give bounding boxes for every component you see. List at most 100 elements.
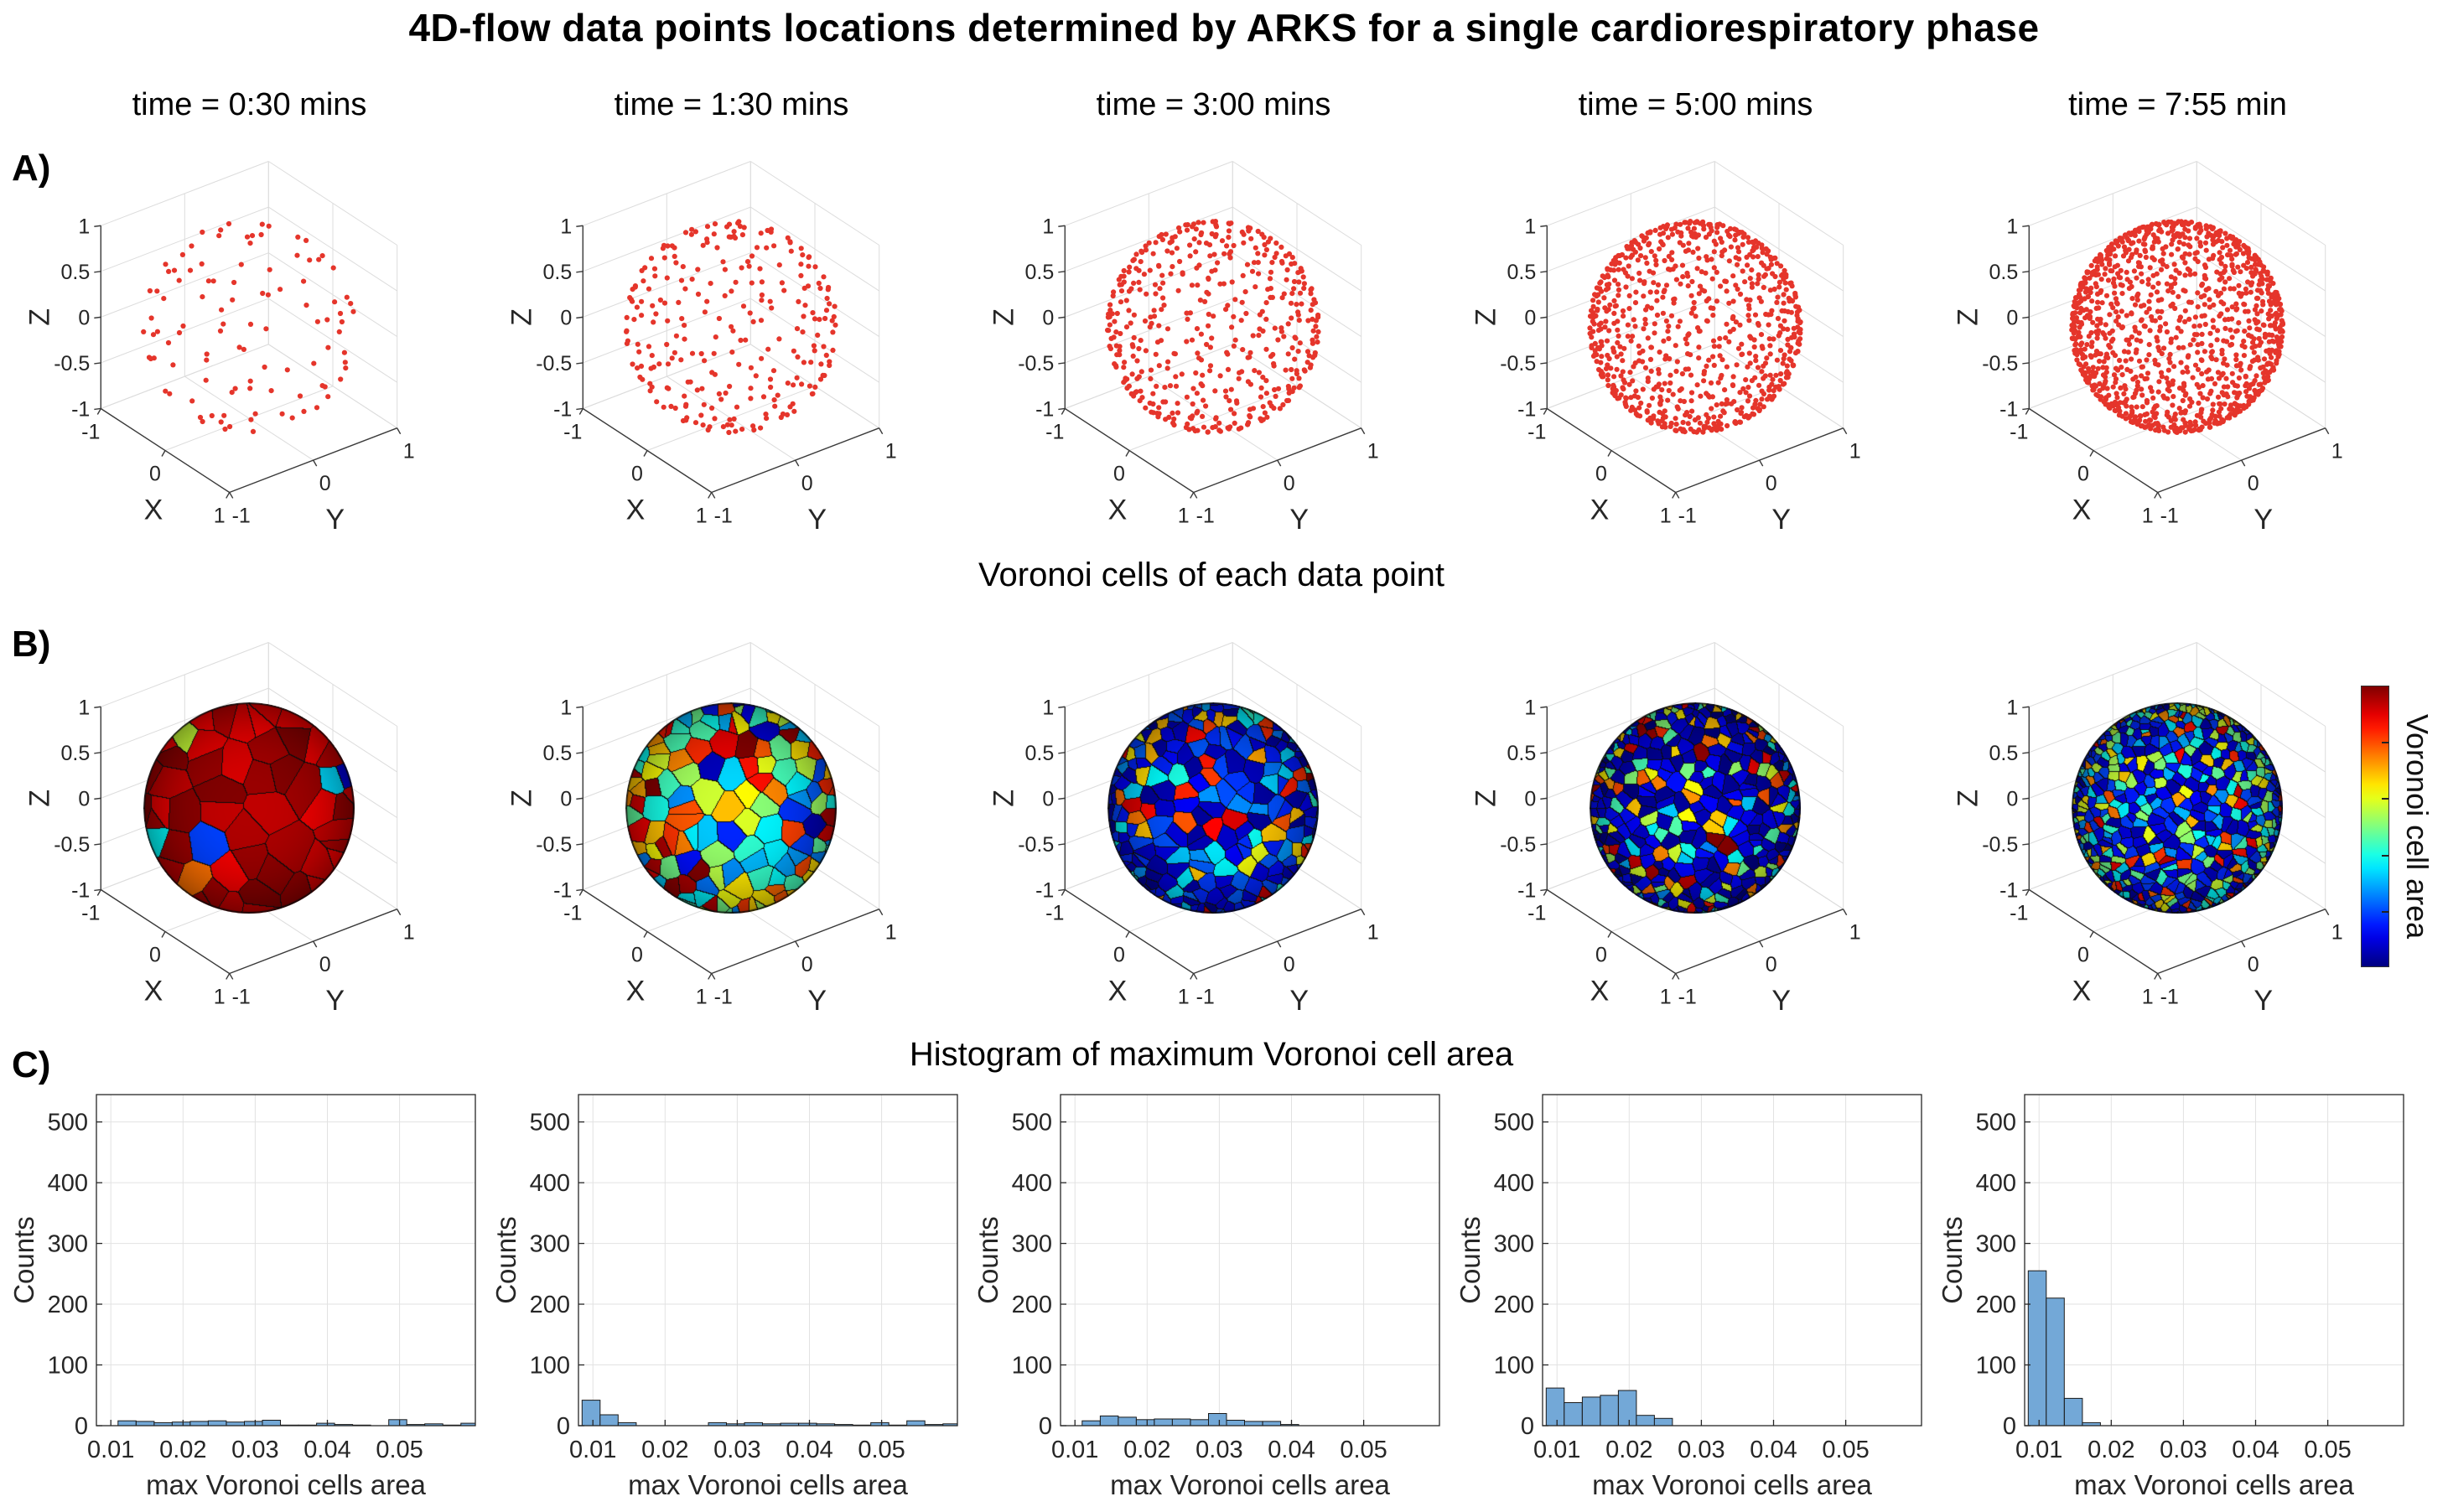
x-axis-label: X xyxy=(144,976,163,1007)
svg-text:1: 1 xyxy=(2006,696,2018,719)
y-axis-label: Y xyxy=(1771,504,1791,536)
hist-y-label: Counts xyxy=(1937,1216,1968,1304)
svg-text:0.5: 0.5 xyxy=(61,742,91,765)
y-axis-label: Y xyxy=(1289,504,1309,536)
svg-text:1: 1 xyxy=(1042,696,1054,719)
svg-text:0: 0 xyxy=(319,953,331,976)
svg-text:100: 100 xyxy=(1976,1353,2016,1380)
svg-text:0: 0 xyxy=(1284,472,1295,495)
svg-text:300: 300 xyxy=(530,1231,570,1258)
svg-text:0: 0 xyxy=(2077,944,2089,967)
svg-text:1: 1 xyxy=(403,440,415,463)
hist-x-label: max Voronoi cells area xyxy=(1110,1469,1390,1500)
hist-x-label: max Voronoi cells area xyxy=(1592,1469,1872,1500)
svg-text:200: 200 xyxy=(1976,1292,2016,1318)
svg-text:300: 300 xyxy=(1012,1231,1052,1258)
svg-text:-1: -1 xyxy=(81,421,100,444)
svg-text:0: 0 xyxy=(1766,953,1777,976)
svg-text:-1: -1 xyxy=(1527,902,1546,925)
svg-text:1: 1 xyxy=(2006,215,2018,238)
svg-text:0.5: 0.5 xyxy=(1025,261,1055,284)
svg-text:0: 0 xyxy=(1595,944,1607,967)
svg-text:-1: -1 xyxy=(2160,986,2179,1009)
voronoi-sphere-canvas xyxy=(143,702,355,914)
histogram-plots-row: 0 100 200 300 400 500 0.01 0.02 0.03 0.04 0.05 max … xyxy=(8,1086,2419,1505)
svg-text:1: 1 xyxy=(1524,215,1536,238)
x-axis-label: X xyxy=(2072,495,2092,526)
colorbar-gradient xyxy=(2361,686,2389,967)
svg-text:1: 1 xyxy=(696,505,708,528)
time-label-0: time = 0:30 mins xyxy=(132,87,367,122)
svg-text:0: 0 xyxy=(557,1413,570,1440)
figure-title: 4D-flow data points locations determined… xyxy=(408,6,2040,49)
histogram-row-subtitle: Histogram of maximum Voronoi cell area xyxy=(909,1036,1514,1073)
voronoi-sphere-canvas xyxy=(1590,702,1801,914)
svg-text:-1: -1 xyxy=(1196,986,1215,1009)
svg-text:0: 0 xyxy=(631,944,643,967)
svg-text:0: 0 xyxy=(319,472,331,495)
x-axis-label: X xyxy=(626,495,646,526)
svg-text:400: 400 xyxy=(1976,1170,2016,1197)
svg-text:-1: -1 xyxy=(1035,879,1054,903)
svg-text:0: 0 xyxy=(2248,472,2259,495)
svg-text:0.5: 0.5 xyxy=(1507,261,1537,284)
scatter3d-plot-4: 1 0.5 0 -0.5 -1 -1 0 1 -1 0 1 X Y Z xyxy=(1937,141,2419,551)
svg-text:0.03: 0.03 xyxy=(231,1437,278,1463)
svg-text:0.02: 0.02 xyxy=(2088,1437,2134,1463)
svg-text:1: 1 xyxy=(885,440,897,463)
svg-text:0.02: 0.02 xyxy=(1123,1437,1170,1463)
svg-text:0.5: 0.5 xyxy=(543,742,573,765)
svg-text:0.5: 0.5 xyxy=(1025,742,1055,765)
svg-text:0.02: 0.02 xyxy=(1605,1437,1652,1463)
svg-text:1: 1 xyxy=(78,696,90,719)
hist-x-label: max Voronoi cells area xyxy=(2074,1469,2354,1500)
svg-text:1: 1 xyxy=(1367,921,1379,945)
svg-text:100: 100 xyxy=(48,1353,88,1380)
svg-text:1: 1 xyxy=(560,215,572,238)
svg-text:-1: -1 xyxy=(553,879,572,903)
svg-text:0.04: 0.04 xyxy=(786,1437,832,1463)
histogram-svg: 0 100 200 300 400 500 0.01 0.02 0.03 0.04 0.05 max … xyxy=(490,1094,958,1500)
scatter3d-plot-2: 1 0.5 0 -0.5 -1 -1 0 1 -1 0 1 X Y Z xyxy=(972,141,1455,551)
svg-text:-1: -1 xyxy=(1517,398,1536,422)
voronoi-sphere-plot-4: 1 0.5 0 -0.5 -1 -1 0 1 -1 0 1 X Y Z xyxy=(1937,622,2419,1033)
z-axis-label: Z xyxy=(23,308,55,326)
histogram-plot-4: 0 100 200 300 400 500 0.01 0.02 0.03 0.04 0.05 max … xyxy=(1937,1086,2419,1505)
time-label-2: time = 3:00 mins xyxy=(1096,87,1331,122)
y-axis-label: Y xyxy=(325,504,345,536)
svg-text:0: 0 xyxy=(78,306,90,329)
voronoi-plots-row: 1 0.5 0 -0.5 -1 -1 0 1 -1 0 1 X Y Z 1 0.5 0 -0.5 -1 -1 0 1 -1 0… xyxy=(8,622,2419,1033)
voronoi-sphere-plot-3: 1 0.5 0 -0.5 -1 -1 0 1 -1 0 1 X Y Z xyxy=(1455,622,1937,1033)
svg-text:-0.5: -0.5 xyxy=(54,352,90,375)
time-label-4: time = 7:55 min xyxy=(2068,87,2287,122)
x-axis-label: X xyxy=(1108,495,1128,526)
svg-text:300: 300 xyxy=(1494,1231,1534,1258)
svg-text:0: 0 xyxy=(1113,463,1125,486)
svg-text:1: 1 xyxy=(1367,440,1379,463)
svg-text:-1: -1 xyxy=(1678,986,1697,1009)
svg-text:-0.5: -0.5 xyxy=(1500,833,1536,857)
svg-text:0: 0 xyxy=(1042,306,1054,329)
scatter3d-plot-0: 1 0.5 0 -0.5 -1 -1 0 1 -1 0 1 X Y Z xyxy=(8,141,490,551)
svg-text:-1: -1 xyxy=(2160,505,2179,528)
svg-text:200: 200 xyxy=(48,1292,88,1318)
time-label-row: time = 0:30 mins time = 1:30 mins time = 3… xyxy=(8,87,2419,123)
svg-text:1: 1 xyxy=(1849,921,1861,945)
row-label-a: A) xyxy=(12,148,51,189)
svg-text:-1: -1 xyxy=(714,986,733,1009)
svg-text:1: 1 xyxy=(78,215,90,238)
colorbar-label: Voronoi cell area xyxy=(2400,713,2435,940)
svg-text:0.03: 0.03 xyxy=(2160,1437,2207,1463)
svg-text:0: 0 xyxy=(1039,1413,1052,1440)
svg-text:400: 400 xyxy=(1012,1170,1052,1197)
x-axis-label: X xyxy=(626,976,646,1007)
x-axis-label: X xyxy=(1590,976,1610,1007)
svg-text:1: 1 xyxy=(1178,505,1190,528)
svg-text:0.5: 0.5 xyxy=(1507,742,1537,765)
histogram-plot-2: 0 100 200 300 400 500 0.01 0.02 0.03 0.04 0.05 max … xyxy=(972,1086,1455,1505)
svg-text:1: 1 xyxy=(1660,986,1672,1009)
